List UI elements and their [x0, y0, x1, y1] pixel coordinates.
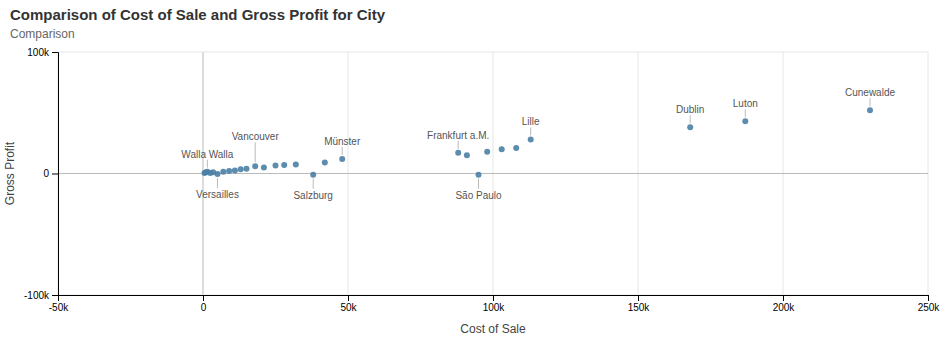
point	[455, 150, 461, 156]
annotation: Lille	[522, 116, 540, 127]
y-axis: -100k 0 100k	[24, 47, 59, 301]
leader-line	[255, 142, 256, 162]
leader-line	[870, 98, 871, 106]
point	[238, 166, 244, 172]
leader-line	[342, 147, 343, 155]
y-axis-title: Gross Profit	[3, 141, 17, 205]
leader-line	[458, 141, 459, 149]
axis-line	[52, 53, 59, 296]
tick-label: -50k	[49, 302, 69, 313]
point	[261, 164, 267, 170]
tick: -100k	[24, 290, 58, 301]
tick-label: 100k	[27, 47, 50, 58]
tick-label: 250k	[918, 302, 941, 313]
point	[513, 145, 519, 151]
grid	[58, 52, 928, 295]
annotation: Münster	[324, 136, 361, 147]
tick: 150k	[628, 295, 651, 313]
point	[232, 167, 238, 173]
leader-line	[745, 109, 746, 117]
tick-label: 0	[43, 168, 49, 179]
point	[281, 162, 287, 168]
tick-label: -100k	[24, 290, 50, 301]
point	[215, 171, 221, 177]
chart: Comparison of Cost of Sale and Gross Pro…	[0, 0, 952, 341]
tick-mark	[783, 295, 784, 301]
leader-line	[690, 115, 691, 123]
point	[322, 160, 328, 166]
point	[742, 118, 748, 124]
point	[244, 166, 250, 172]
points	[201, 107, 873, 177]
leader-line	[478, 179, 479, 189]
tick-mark	[638, 295, 639, 301]
tick-mark	[928, 295, 929, 301]
annotation: Dublin	[676, 104, 704, 115]
tick: -50k	[49, 295, 69, 313]
point	[273, 163, 279, 169]
subtitle: Comparison	[10, 27, 75, 41]
tick-label: 0	[201, 302, 207, 313]
annotation: Vancouver	[232, 131, 280, 142]
point	[226, 168, 232, 174]
point	[499, 146, 505, 152]
tick: 250k	[918, 295, 941, 313]
point	[293, 161, 299, 167]
tick: 50k	[340, 295, 357, 313]
point	[687, 124, 693, 130]
tick-mark	[52, 295, 58, 296]
tick: 0	[43, 168, 58, 179]
point	[867, 107, 873, 113]
annotations: Walla Walla Versailles Vancouver Salzburg Mü…	[181, 87, 895, 200]
title: Comparison of Cost of Sale and Gross Pro…	[10, 6, 386, 23]
annotation: Versailles	[196, 189, 239, 200]
x-axis-title: Cost of Sale	[460, 322, 526, 336]
grid-line	[58, 52, 928, 53]
tick-label: 50k	[340, 302, 357, 313]
tick-label: 200k	[773, 302, 796, 313]
tick-mark	[52, 174, 58, 175]
tick-label: 150k	[628, 302, 651, 313]
tick-label: 100k	[483, 302, 506, 313]
tick: 0	[201, 295, 207, 313]
tick-mark	[493, 295, 494, 301]
leader-line	[217, 178, 218, 188]
leader-line	[530, 127, 531, 135]
point	[252, 163, 258, 169]
plot: -50k 0 50k 100k 150k 200k 250k -100k 0 100k Walla …	[24, 47, 940, 313]
point	[484, 149, 490, 155]
annotation: Walla Walla	[181, 149, 233, 160]
point	[464, 152, 470, 158]
point	[310, 172, 316, 178]
annotation: Cunewalde	[845, 87, 895, 98]
tick-mark	[52, 52, 58, 53]
axis-line	[59, 296, 929, 302]
annotation: Frankfurt a.M.	[427, 130, 489, 141]
tick: 200k	[773, 295, 796, 313]
point	[220, 169, 226, 175]
annotation: Salzburg	[293, 190, 332, 201]
tick-mark	[348, 295, 349, 301]
point	[339, 156, 345, 162]
tick: 100k	[27, 47, 58, 58]
tick: 100k	[483, 295, 506, 313]
point	[528, 136, 534, 142]
x-axis: -50k 0 50k 100k 150k 200k 250k	[49, 295, 941, 313]
annotation-lines	[207, 98, 870, 188]
point	[476, 172, 482, 178]
annotation: São Paulo	[455, 190, 502, 201]
grid-line	[58, 173, 928, 174]
annotation: Luton	[733, 98, 758, 109]
leader-line	[207, 160, 208, 168]
leader-line	[313, 179, 314, 189]
tick-mark	[203, 295, 204, 301]
